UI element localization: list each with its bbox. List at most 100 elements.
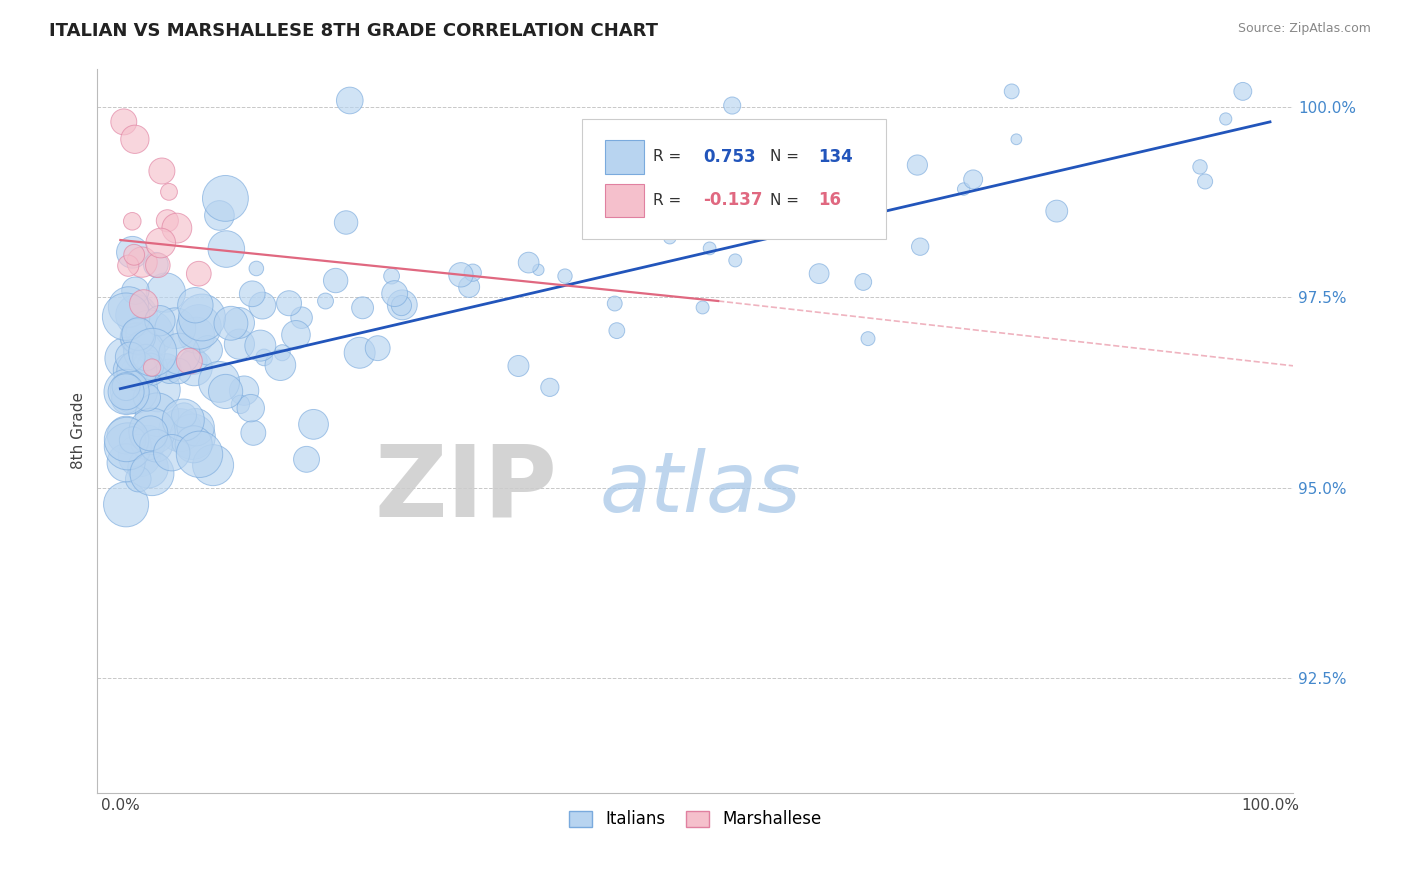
- Point: [145, 258, 167, 272]
- Point: [134, 344, 156, 359]
- Point: [128, 449, 150, 463]
- FancyBboxPatch shape: [606, 140, 644, 174]
- Point: [349, 345, 371, 359]
- Text: ZIP: ZIP: [375, 440, 558, 537]
- Point: [156, 359, 179, 374]
- Point: [115, 497, 138, 511]
- Point: [517, 255, 540, 269]
- Point: [538, 380, 561, 394]
- Point: [295, 452, 318, 467]
- Point: [269, 358, 291, 372]
- Point: [229, 397, 252, 411]
- Point: [335, 215, 357, 229]
- Point: [793, 192, 815, 206]
- Point: [141, 467, 163, 481]
- Point: [135, 391, 157, 405]
- Point: [169, 347, 191, 361]
- Point: [146, 258, 169, 272]
- Text: atlas: atlas: [599, 448, 801, 529]
- Point: [228, 337, 250, 351]
- Point: [115, 379, 138, 393]
- Point: [197, 343, 219, 358]
- Point: [145, 439, 167, 453]
- Point: [166, 221, 188, 235]
- Point: [186, 328, 208, 343]
- Point: [768, 224, 790, 238]
- Point: [391, 298, 413, 312]
- Point: [127, 327, 149, 342]
- Point: [782, 184, 804, 198]
- Point: [908, 240, 931, 254]
- Point: [155, 285, 177, 300]
- FancyBboxPatch shape: [606, 184, 644, 217]
- Point: [183, 354, 205, 368]
- Point: [508, 359, 530, 373]
- Point: [228, 316, 250, 330]
- Point: [179, 354, 201, 368]
- Point: [1232, 84, 1254, 98]
- Point: [139, 359, 162, 374]
- Point: [125, 332, 148, 346]
- Text: R =: R =: [654, 193, 686, 208]
- Point: [242, 425, 264, 440]
- Point: [291, 310, 314, 325]
- Point: [183, 360, 205, 375]
- Text: 16: 16: [818, 191, 841, 210]
- Point: [391, 299, 413, 313]
- Point: [1005, 132, 1028, 146]
- Point: [458, 280, 481, 294]
- Point: [367, 341, 389, 355]
- Point: [271, 345, 294, 359]
- Point: [699, 241, 721, 255]
- Point: [219, 316, 242, 330]
- Point: [150, 164, 173, 178]
- Point: [461, 266, 484, 280]
- Point: [856, 332, 879, 346]
- Point: [142, 345, 165, 359]
- Point: [115, 433, 138, 447]
- Point: [146, 408, 169, 422]
- Point: [121, 433, 143, 447]
- Point: [149, 235, 172, 250]
- Point: [603, 296, 626, 310]
- Point: [112, 115, 135, 129]
- Point: [115, 428, 138, 442]
- Text: -0.137: -0.137: [703, 191, 763, 210]
- Point: [1046, 204, 1069, 219]
- Point: [302, 417, 325, 432]
- Text: ITALIAN VS MARSHALLESE 8TH GRADE CORRELATION CHART: ITALIAN VS MARSHALLESE 8TH GRADE CORRELA…: [49, 22, 658, 40]
- Point: [165, 321, 187, 335]
- Text: N =: N =: [770, 149, 804, 164]
- Point: [121, 214, 143, 228]
- Point: [962, 172, 984, 186]
- Point: [554, 269, 576, 284]
- Legend: Italians, Marshallese: Italians, Marshallese: [562, 804, 828, 835]
- Point: [688, 178, 710, 193]
- Point: [245, 261, 267, 276]
- Point: [173, 409, 195, 423]
- Point: [658, 230, 681, 244]
- Point: [1215, 112, 1237, 126]
- Point: [278, 296, 301, 310]
- Point: [138, 361, 160, 376]
- Point: [184, 298, 207, 312]
- Point: [339, 94, 361, 108]
- Point: [249, 338, 271, 352]
- Point: [724, 253, 747, 268]
- Point: [121, 245, 143, 260]
- Point: [115, 351, 138, 366]
- Point: [169, 423, 191, 437]
- Text: R =: R =: [654, 149, 686, 164]
- Point: [239, 401, 262, 416]
- Point: [187, 267, 209, 281]
- Point: [120, 363, 142, 377]
- Point: [124, 284, 146, 298]
- Point: [1001, 84, 1024, 98]
- Point: [125, 308, 148, 322]
- Point: [157, 185, 180, 199]
- Point: [214, 384, 236, 399]
- Point: [136, 435, 159, 450]
- Point: [1194, 174, 1216, 188]
- Point: [149, 314, 172, 328]
- Point: [315, 293, 337, 308]
